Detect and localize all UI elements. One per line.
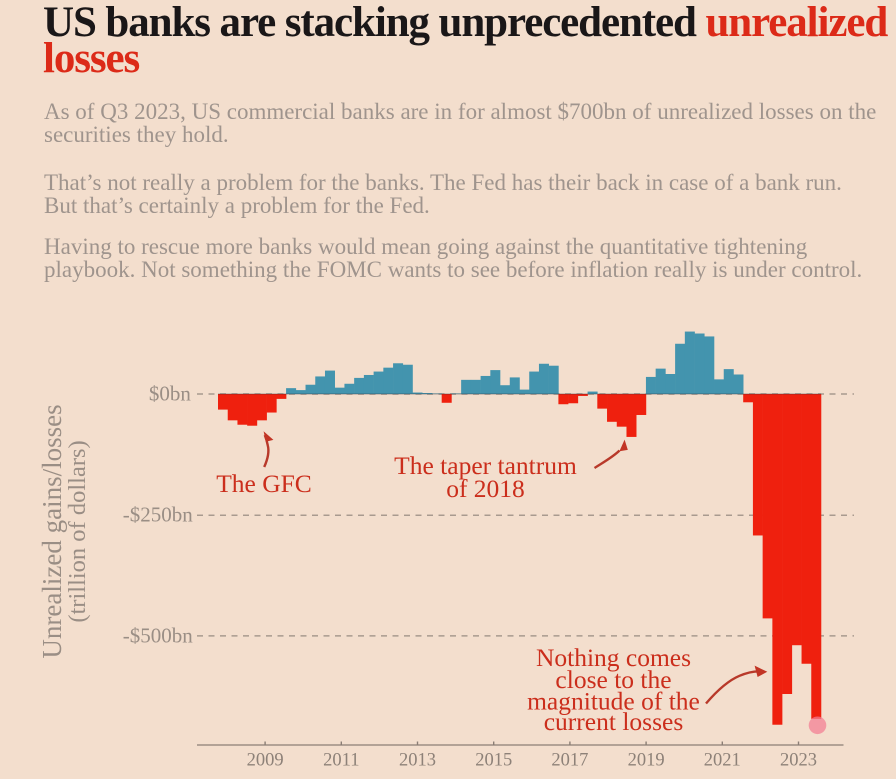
svg-text:Nothing comes: Nothing comes <box>536 643 691 672</box>
svg-text:close to the: close to the <box>555 665 671 694</box>
svg-text:2013: 2013 <box>399 751 436 771</box>
svg-text:2019: 2019 <box>628 751 665 771</box>
svg-text:magnitude of the: magnitude of the <box>527 687 700 716</box>
svg-text:Unrealized gains/losses: Unrealized gains/losses <box>37 404 67 658</box>
svg-text:2009: 2009 <box>247 751 284 771</box>
svg-text:-$500bn: -$500bn <box>123 623 193 647</box>
svg-text:$0bn: $0bn <box>149 381 192 405</box>
svg-text:2011: 2011 <box>323 751 359 771</box>
svg-text:-$250bn: -$250bn <box>123 503 193 527</box>
svg-text:of 2018: of 2018 <box>446 474 525 503</box>
svg-text:current losses: current losses <box>544 707 684 736</box>
svg-text:The GFC: The GFC <box>216 469 312 498</box>
svg-text:2021: 2021 <box>704 751 741 771</box>
svg-text:The taper tantrum: The taper tantrum <box>394 451 577 480</box>
svg-text:(trillion of dollars): (trillion of dollars) <box>64 440 91 622</box>
svg-text:2015: 2015 <box>475 751 512 771</box>
svg-text:2017: 2017 <box>551 751 588 771</box>
svg-text:2023: 2023 <box>780 751 817 771</box>
